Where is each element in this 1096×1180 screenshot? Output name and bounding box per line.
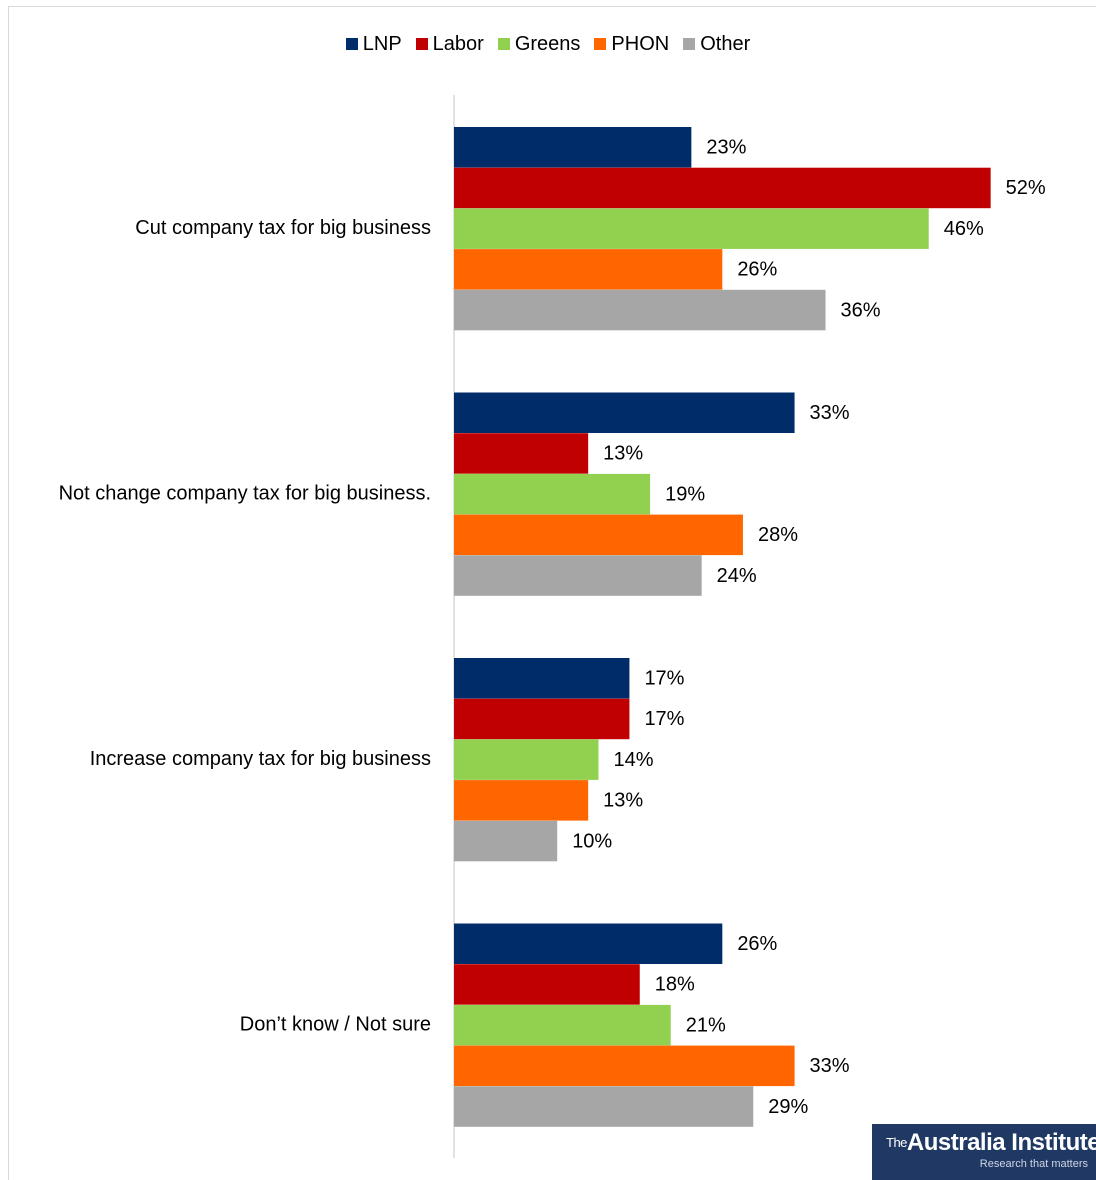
- legend-item-other: Other: [683, 33, 750, 56]
- bar-lnp: [454, 923, 723, 964]
- legend-item-phon: PHON: [594, 33, 669, 56]
- legend-label-labor: Labor: [432, 32, 484, 55]
- legend-label-other: Other: [700, 32, 751, 55]
- legend-swatch-phon: [594, 38, 607, 50]
- category-label: Not change company tax for big business.: [59, 483, 431, 505]
- bar-other: [454, 1086, 754, 1127]
- legend: LNP Labor Greens PHON Other: [0, 30, 1096, 58]
- bar-greens: [454, 1004, 671, 1046]
- category-label: Increase company tax for big business: [90, 748, 431, 770]
- value-label-labor: 17%: [644, 708, 684, 730]
- value-label-other: 29%: [768, 1096, 808, 1118]
- australia-institute-logo: TheAustralia Institute Research that mat…: [872, 1124, 1096, 1180]
- bar-other: [454, 289, 826, 331]
- value-label-other: 24%: [717, 565, 757, 587]
- bar-phon: [454, 249, 723, 290]
- value-label-phon: 28%: [758, 524, 798, 546]
- logo-name: Australia Institute: [906, 1129, 1096, 1156]
- value-label-lnp: 23%: [706, 137, 746, 159]
- bar-other: [454, 820, 558, 862]
- category-label: Cut company tax for big business: [135, 217, 431, 239]
- legend-item-lnp: LNP: [345, 32, 402, 56]
- bar-labor: [454, 698, 630, 740]
- value-label-lnp: 17%: [644, 668, 684, 690]
- legend-swatch-labor: [415, 38, 428, 50]
- legend-item-greens: Greens: [497, 32, 581, 56]
- value-label-labor: 52%: [1006, 177, 1046, 199]
- category-label: Don’t know / Not sure: [240, 1014, 431, 1036]
- value-label-greens: 21%: [686, 1014, 726, 1036]
- legend-label-phon: PHON: [611, 32, 670, 55]
- value-label-phon: 26%: [737, 259, 777, 281]
- legend-label-greens: Greens: [514, 32, 581, 55]
- value-label-lnp: 33%: [810, 402, 850, 424]
- bar-lnp: [454, 127, 692, 168]
- bar-lnp: [454, 658, 630, 699]
- logo-tagline: Research that matters: [979, 1158, 1088, 1170]
- value-label-other: 10%: [572, 830, 612, 852]
- value-label-phon: 13%: [603, 790, 643, 812]
- legend-label-lnp: LNP: [362, 32, 402, 55]
- value-label-greens: 19%: [665, 483, 705, 505]
- bar-other: [454, 555, 702, 596]
- bar-greens: [454, 473, 651, 515]
- legend-item-labor: Labor: [415, 32, 484, 56]
- bar-phon: [454, 1045, 795, 1087]
- bar-labor: [454, 964, 640, 1005]
- value-label-phon: 33%: [810, 1055, 850, 1077]
- value-label-greens: 14%: [613, 749, 653, 771]
- bar-lnp: [454, 392, 795, 433]
- bar-phon: [454, 780, 589, 821]
- value-label-labor: 18%: [655, 974, 695, 996]
- logo-prefix: The: [886, 1135, 907, 1150]
- chart-frame: [8, 6, 1096, 1180]
- value-label-lnp: 26%: [737, 933, 777, 955]
- value-label-other: 36%: [841, 299, 881, 321]
- bar-greens: [454, 208, 929, 249]
- value-label-greens: 46%: [944, 218, 984, 240]
- bar-labor: [454, 433, 589, 474]
- bar-phon: [454, 514, 743, 556]
- legend-swatch-other: [683, 38, 696, 50]
- legend-swatch-greens: [497, 38, 510, 50]
- bar-greens: [454, 739, 599, 780]
- bar-labor: [454, 167, 991, 209]
- legend-swatch-lnp: [345, 38, 358, 50]
- value-label-labor: 13%: [603, 443, 643, 465]
